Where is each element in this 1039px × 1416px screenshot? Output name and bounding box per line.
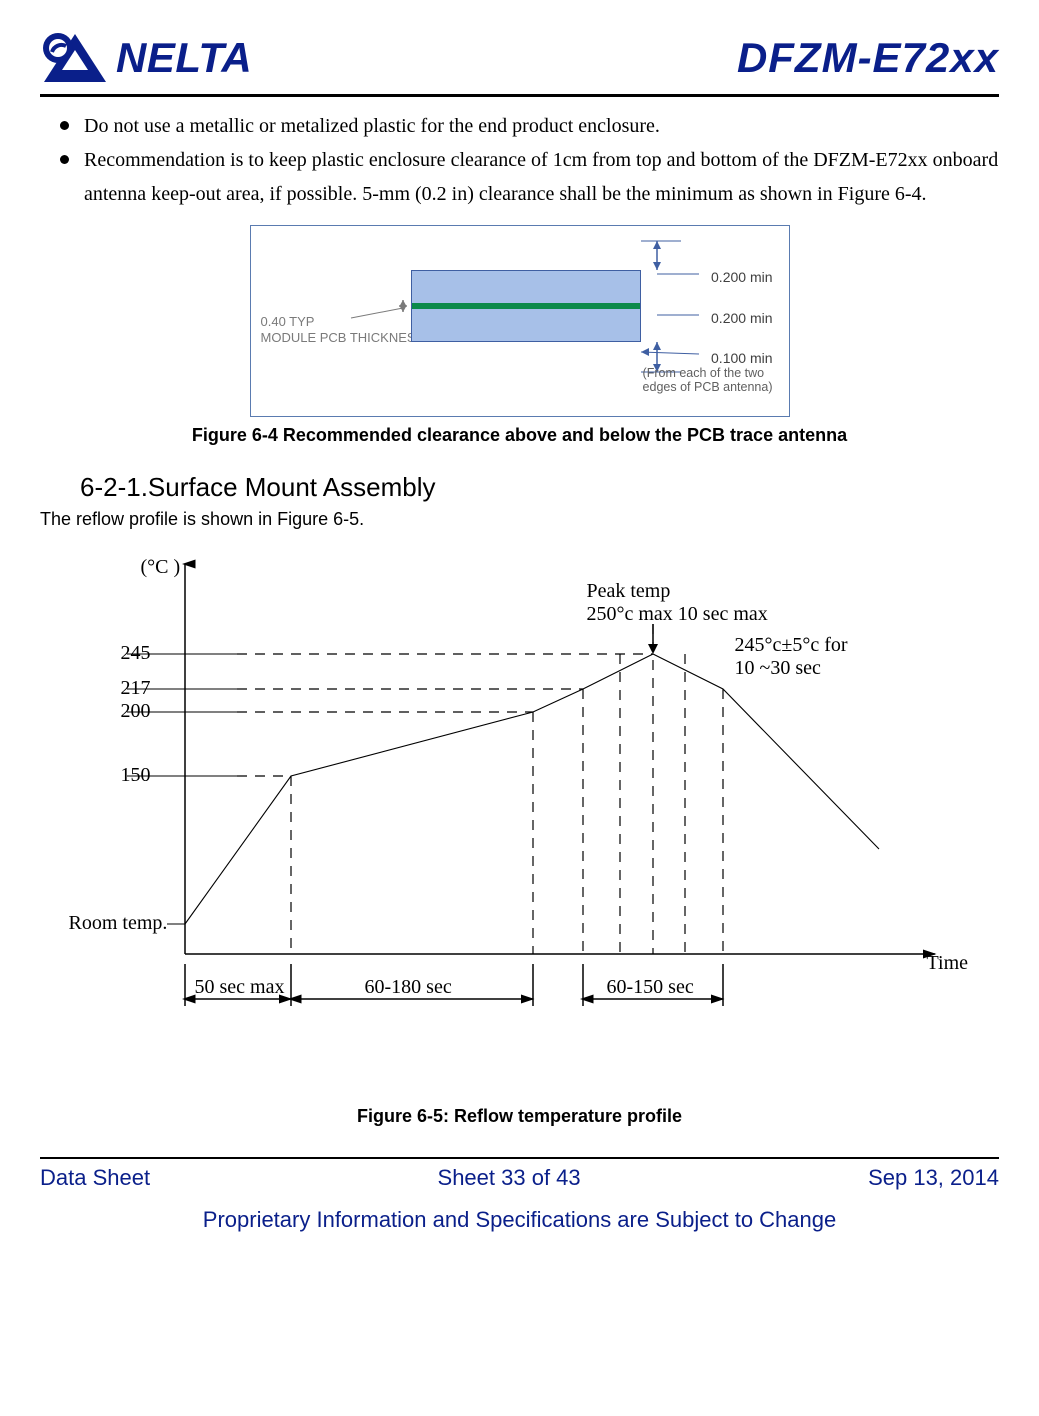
x-axis-label: Time: [927, 952, 969, 975]
ytick-217: 217: [121, 677, 151, 700]
figure-6-5-caption: Figure 6-5: Reflow temperature profile: [40, 1106, 999, 1127]
xrange-60-150: 60-150 sec: [607, 976, 694, 999]
product-code: DFZM-E72xx: [737, 34, 999, 82]
logo-text: NELTA: [116, 34, 252, 82]
callout-bottom-clearance: 0.200 min: [711, 310, 772, 326]
ytick-200: 200: [121, 700, 151, 723]
footer-proprietary: Proprietary Information and Specificatio…: [0, 1207, 1039, 1233]
footer-left: Data Sheet: [40, 1165, 150, 1191]
reflow-chart: (°C ) 245 217 200 150 Room temp. Time Pe…: [55, 544, 985, 1074]
reflow-intro: The reflow profile is shown in Figure 6-…: [40, 509, 999, 530]
range-temp-label: 245°c±5°c for 10 ~30 sec: [735, 634, 848, 680]
logo: NELTA: [40, 30, 252, 86]
footer-right: Sep 13, 2014: [868, 1165, 999, 1191]
footer-center: Sheet 33 of 43: [438, 1165, 581, 1191]
peak-temp-label: Peak temp 250°c max 10 sec max: [587, 580, 768, 626]
xrange-50sec: 50 sec max: [195, 976, 285, 999]
xrange-60-180: 60-180 sec: [365, 976, 452, 999]
bullet-list: Do not use a metallic or metalized plast…: [40, 109, 999, 211]
ytick-245: 245: [121, 642, 151, 665]
delta-logo-icon: [40, 30, 110, 86]
ytick-room: Room temp.: [69, 912, 168, 935]
callout-edge-clearance: 0.100 min: [711, 350, 772, 366]
figure-6-4: 0.40 TYP MODULE PCB THICKNESS: [40, 225, 999, 417]
reflow-chart-svg: [55, 544, 985, 1024]
callout-top-clearance: 0.200 min: [711, 269, 772, 285]
ytick-150: 150: [121, 764, 151, 787]
callout-edge-note: (From each of the two edges of PCB anten…: [643, 366, 773, 395]
page-header: NELTA DFZM-E72xx: [40, 30, 999, 97]
footer-row: Data Sheet Sheet 33 of 43 Sep 13, 2014: [0, 1159, 1039, 1191]
bullet-item: Recommendation is to keep plastic enclos…: [60, 143, 999, 211]
figure-6-4-caption: Figure 6-4 Recommended clearance above a…: [40, 425, 999, 446]
bullet-item: Do not use a metallic or metalized plast…: [60, 109, 999, 143]
section-heading: 6-2-1.Surface Mount Assembly: [80, 472, 999, 503]
y-unit-label: (°C ): [141, 556, 181, 579]
